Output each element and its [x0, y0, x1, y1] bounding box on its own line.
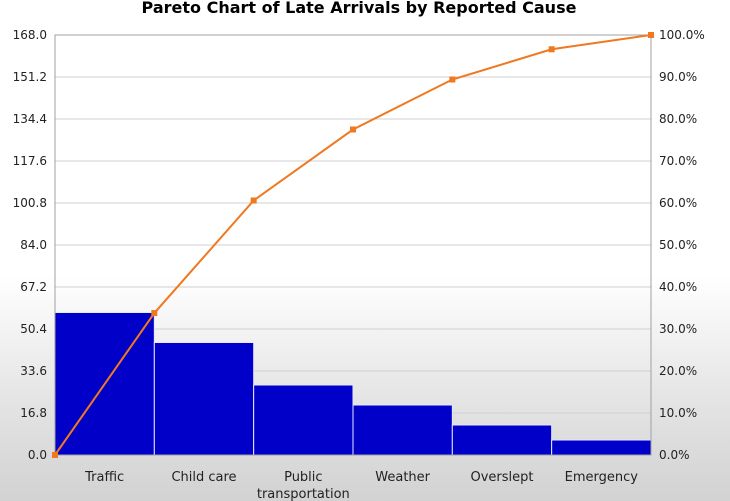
y-tick-label: 33.6 [20, 364, 47, 378]
y2-tick-label: 0.0% [659, 448, 690, 462]
cumulative-line [52, 32, 654, 458]
y-tick-label: 100.8 [13, 196, 47, 210]
y-tick-label: 16.8 [20, 406, 47, 420]
cumulative-point [648, 32, 654, 38]
plot-frame [54, 34, 652, 456]
y-tick-label: 117.6 [13, 154, 47, 168]
y-tick-label: 151.2 [13, 70, 47, 84]
cumulative-point [151, 310, 158, 317]
y2-tick-label: 100.0% [659, 28, 705, 42]
category-label: Traffic [84, 470, 124, 485]
bar [551, 439, 652, 456]
y2-tick-label: 80.0% [659, 112, 697, 126]
cumulative-point [350, 126, 356, 133]
cumulative-point [52, 452, 58, 458]
y2-tick-label: 60.0% [659, 196, 697, 210]
bar [451, 424, 553, 456]
y-tick-label: 50.4 [20, 322, 47, 336]
y-tick-label: 134.4 [13, 112, 47, 126]
category-label: Weather [375, 470, 430, 485]
y-tick-label: 84.0 [20, 238, 47, 252]
y-axis-ticks: 0.0 16.8 33.6 50.4 67.2 84.0 100.8 117.6 134.4 15… [13, 28, 47, 462]
y-tick-label: 67.2 [20, 280, 47, 294]
x-axis-categories: Traffic Child care Public transportation Wea… [84, 470, 638, 501]
category-label: Emergency [565, 470, 639, 485]
bar [153, 342, 255, 456]
cumulative-point [250, 197, 257, 204]
y2-tick-label: 90.0% [659, 70, 697, 84]
bar [352, 404, 453, 456]
y2-tick-label: 10.0% [659, 406, 697, 420]
cumulative-point [548, 46, 555, 53]
y2-tick-label: 40.0% [659, 280, 697, 294]
category-label: Overslept [470, 470, 533, 485]
y2-axis-ticks: 0.0% 10.0% 20.0% 30.0% 40.0% 50.0% 60.0% 70.0% 8… [659, 28, 705, 462]
category-label: Child care [171, 470, 236, 485]
y2-tick-label: 70.0% [659, 154, 697, 168]
category-label: Public [284, 470, 322, 485]
cumulative-point [449, 76, 456, 83]
bars [54, 312, 652, 456]
category-label: transportation [257, 487, 350, 501]
y2-tick-label: 50.0% [659, 238, 697, 252]
chart-title: Pareto Chart of Late Arrivals by Reporte… [142, 0, 577, 17]
y-tick-label: 0.0 [28, 448, 47, 462]
bar [253, 384, 354, 456]
y2-tick-label: 30.0% [659, 322, 697, 336]
y-tick-label: 168.0 [13, 28, 47, 42]
y2-tick-label: 20.0% [659, 364, 697, 378]
